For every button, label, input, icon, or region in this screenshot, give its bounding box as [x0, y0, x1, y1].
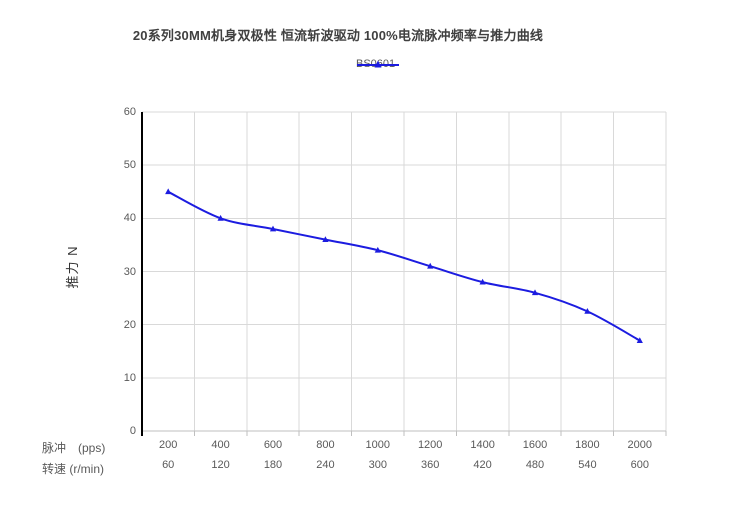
x-tick-label-rpm: 420: [473, 459, 492, 471]
x-tick-label-rpm: 480: [525, 459, 545, 471]
data-point-marker: [479, 278, 486, 285]
x-tick-label-pps: 1800: [575, 439, 600, 451]
data-point-marker: [531, 289, 539, 296]
x-tick-label-pps: 400: [211, 439, 230, 451]
data-point-marker: [427, 262, 434, 269]
x-tick-label-pps: 1600: [522, 439, 548, 451]
x-tick-label-rpm: 60: [162, 459, 175, 471]
x-tick-label-rpm: 600: [630, 459, 649, 471]
chart-title: 20系列30MM机身双极性 恒流斩波驱动 100%电流脉冲频率与推力曲线: [132, 28, 544, 43]
data-point-marker: [584, 307, 591, 314]
y-tick-label: 20: [123, 318, 136, 331]
data-point-marker: [636, 337, 643, 344]
x-tick-label-pps: 1200: [417, 439, 443, 451]
x-axis-row2-header: 转速 (r/min): [42, 462, 104, 476]
x-axis-row1-header: 脉冲 (pps): [42, 441, 106, 455]
y-tick-label: 60: [123, 106, 136, 118]
x-tick-label-pps: 2000: [627, 439, 653, 451]
x-tick-label-pps: 1000: [365, 439, 391, 451]
x-tick-label-pps: 1400: [470, 439, 495, 451]
data-point-marker: [217, 214, 224, 221]
y-tick-label: 30: [123, 265, 136, 278]
data-point-marker: [374, 246, 381, 253]
data-point-marker: [322, 236, 329, 242]
y-tick-label: 50: [123, 159, 136, 172]
x-tick-label-rpm: 300: [368, 459, 387, 471]
data-point-marker: [165, 188, 172, 195]
x-tick-label-rpm: 540: [578, 459, 597, 471]
legend: BS0601: [356, 58, 399, 70]
y-tick-label: 10: [123, 371, 136, 384]
series-line: [167, 190, 641, 342]
x-tick-label-rpm: 180: [263, 459, 283, 471]
x-tick-label-pps: 800: [316, 439, 335, 451]
legend-marker-icon: [357, 60, 399, 68]
y-tick-label: 0: [129, 425, 136, 437]
x-tick-label-rpm: 120: [211, 459, 230, 471]
x-tick-label-rpm: 240: [316, 459, 335, 471]
x-tick-label-pps: 200: [159, 439, 178, 451]
y-axis-title: 推力 N: [65, 245, 80, 289]
data-point-marker: [269, 225, 277, 232]
y-tick-label: 40: [123, 212, 136, 225]
x-tick-label-rpm: 360: [421, 459, 440, 471]
x-tick-label-pps: 600: [263, 439, 283, 451]
